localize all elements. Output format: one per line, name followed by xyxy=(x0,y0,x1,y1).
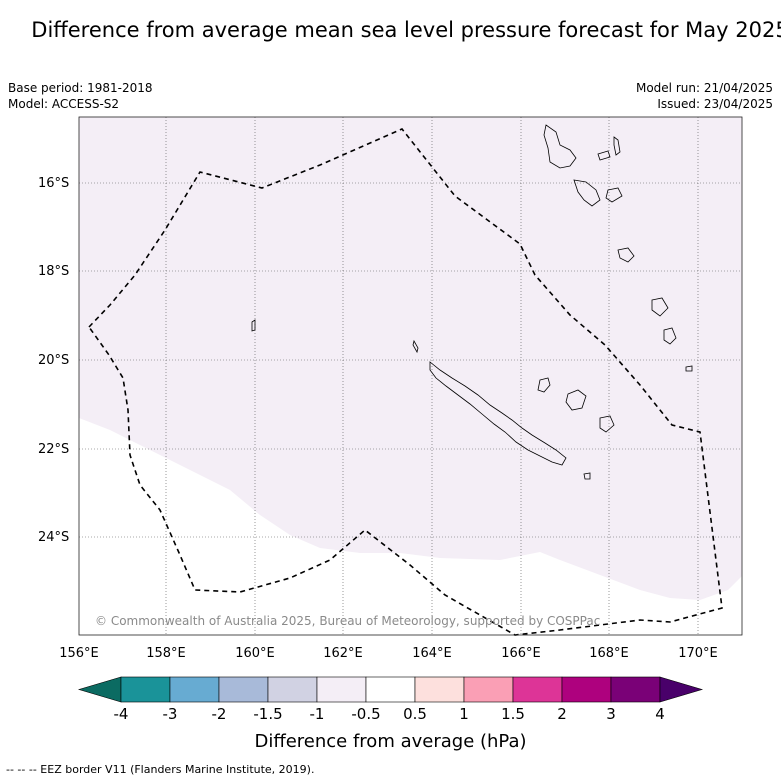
colorbar xyxy=(77,676,704,703)
coastlines xyxy=(251,124,693,480)
colorbar-segment xyxy=(512,676,563,703)
colorbar-tick-label: 3 xyxy=(606,705,616,723)
coast-mare xyxy=(599,415,615,433)
lat-label-16s: 16°S xyxy=(38,176,70,191)
coast-belep xyxy=(412,339,419,354)
coast-tanna xyxy=(663,327,677,345)
colorbar-tick-label: -1 xyxy=(309,705,325,723)
lat-label-22s: 22°S xyxy=(38,442,70,457)
lat-label-18s: 18°S xyxy=(38,264,70,279)
graticule xyxy=(79,117,742,635)
colorbar-tick-label: -4 xyxy=(113,705,129,723)
coast-ambae xyxy=(597,150,611,161)
coast-isle-of-pines xyxy=(583,472,591,480)
coast-espiritu-santo xyxy=(543,124,577,169)
model-run: Model run: 21/04/2025 xyxy=(635,81,773,95)
coast-pentecost xyxy=(605,187,623,203)
coast-chesterfield xyxy=(251,319,256,332)
colorbar-tick-label: 2 xyxy=(557,705,567,723)
colorbar-tick-label: -1.5 xyxy=(253,705,283,723)
colorbar-tick-label: -3 xyxy=(162,705,178,723)
colorbar-segment xyxy=(610,676,661,703)
colorbar-tick-label: -0.5 xyxy=(351,705,381,723)
colorbar-segment xyxy=(218,676,269,703)
colorbar-segment xyxy=(120,676,171,703)
coast-maewo xyxy=(613,136,621,156)
eez-border xyxy=(87,128,723,636)
colorbar-segment xyxy=(169,676,220,703)
lon-label-156e: 156°E xyxy=(59,646,99,661)
colorbar-segment xyxy=(365,676,416,703)
page-title: Difference from average mean sea level p… xyxy=(31,18,781,42)
lat-label-20s: 20°S xyxy=(38,353,70,368)
meta-right: Model run: 21/04/2025 Issued: 23/04/2025 xyxy=(636,80,773,112)
lon-label-170e: 170°E xyxy=(678,646,718,661)
issued-date: Issued: 23/04/2025 xyxy=(657,97,773,111)
lon-label-164e: 164°E xyxy=(412,646,452,661)
colorbar-segment xyxy=(316,676,367,703)
base-period: Base period: 1981-2018 xyxy=(8,81,153,95)
lon-label-168e: 168°E xyxy=(589,646,629,661)
map-frame xyxy=(78,116,743,636)
lat-label-24s: 24°S xyxy=(38,530,70,545)
colorbar-tick-label: 4 xyxy=(655,705,665,723)
coast-erromango xyxy=(651,297,669,317)
lon-label-166e: 166°E xyxy=(501,646,541,661)
coast-new-caledonia xyxy=(429,361,567,466)
lon-label-158e: 158°E xyxy=(146,646,186,661)
colorbar-segment xyxy=(267,676,318,703)
lon-label-160e: 160°E xyxy=(235,646,275,661)
anomaly-shading xyxy=(79,117,742,600)
copyright-notice: © Commonwealth of Australia 2025, Bureau… xyxy=(95,614,601,628)
colorbar-tick-label: -2 xyxy=(211,705,227,723)
colorbar-under-arrow xyxy=(77,676,122,703)
colorbar-segment xyxy=(463,676,514,703)
colorbar-segment xyxy=(414,676,465,703)
colorbar-tick-label: 1.5 xyxy=(501,705,525,723)
colorbar-tick-label: 1 xyxy=(459,705,469,723)
model-name: Model: ACCESS-S2 xyxy=(8,97,120,111)
colorbar-over-arrow xyxy=(659,676,704,703)
coast-aneityum xyxy=(685,365,693,372)
lon-label-162e: 162°E xyxy=(323,646,363,661)
coast-malekula xyxy=(573,179,601,207)
coast-ouvea xyxy=(537,377,551,393)
eez-footnote: -- -- -- EEZ border V11 (Flanders Marine… xyxy=(6,763,315,776)
coast-lifou xyxy=(565,389,587,411)
coast-efate xyxy=(617,247,635,263)
colorbar-title: Difference from average (hPa) xyxy=(254,731,527,752)
meta-left: Base period: 1981-2018 Model: ACCESS-S2 xyxy=(8,80,153,112)
colorbar-segment xyxy=(561,676,612,703)
colorbar-tick-label: 0.5 xyxy=(403,705,427,723)
